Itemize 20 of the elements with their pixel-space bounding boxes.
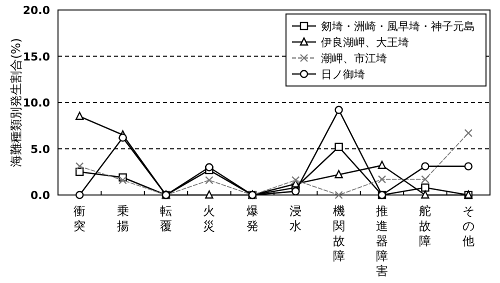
x-tick-label: 機関故障 <box>332 204 345 263</box>
x-tick-label: 推進器障害 <box>376 204 388 278</box>
x-tick-label: 浸水 <box>290 204 302 233</box>
x-tick-label: 火災 <box>203 204 216 233</box>
y-tick-label: 10.0 <box>22 96 50 110</box>
x-tick-label: その他 <box>462 204 474 248</box>
x-tick-label: 乗揚 <box>116 204 129 233</box>
legend-label: 剱埼・洲崎・風早埼・神子元島 <box>321 20 475 33</box>
y-tick-label: 5.0 <box>30 142 50 156</box>
x-tick-label: 転覆 <box>160 204 172 233</box>
y-tick-label: 20.0 <box>22 4 50 17</box>
x-tick-label: 衝突 <box>74 204 86 233</box>
y-axis-title: 海難種類別発生割合(%) <box>9 38 23 167</box>
x-tick-label: 爆発 <box>246 204 258 233</box>
legend-label: 日ノ御埼 <box>321 68 365 81</box>
x-tick-label: 舵故障 <box>419 204 432 248</box>
y-tick-label: 0.0 <box>30 189 50 202</box>
legend-label: 伊良湖岬、大王埼 <box>321 36 409 49</box>
legend-label: 潮岬、市江埼 <box>321 52 387 65</box>
y-tick-label: 15.0 <box>22 50 50 64</box>
